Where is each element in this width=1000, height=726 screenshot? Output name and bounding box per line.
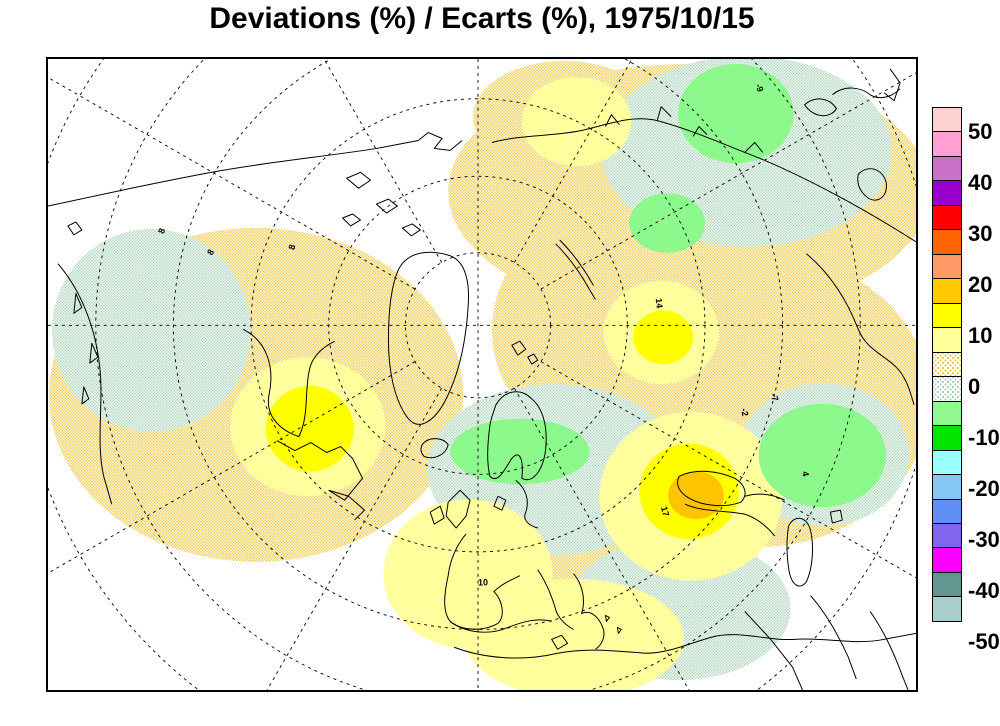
colorbar-tick-label: 20	[968, 272, 993, 298]
colorbar-swatch	[932, 229, 962, 255]
map-title: Deviations (%) / Ecarts (%), 1975/10/15	[209, 2, 755, 35]
colorbar-legend: 50 40 30 20 10 0 -10 -20 -30 -40 -50	[932, 107, 1000, 667]
colorbar-tick-label: 10	[968, 323, 993, 349]
anomaly-regions	[48, 59, 916, 690]
contour-label: 14	[654, 298, 665, 309]
colorbar-swatch	[932, 400, 962, 427]
colorbar-swatch	[932, 547, 962, 573]
anomaly-region	[265, 385, 354, 472]
contour-label: -2	[739, 407, 750, 417]
colorbar-swatch	[932, 204, 962, 231]
anomaly-region	[51, 228, 252, 432]
contour-label: 8	[205, 248, 216, 257]
coastlines	[48, 68, 916, 690]
colorbar-swatch	[932, 253, 962, 280]
colorbar-tick-label: -40	[968, 578, 1000, 604]
colorbar-swatch	[932, 522, 962, 549]
colorbar-swatch	[932, 302, 962, 329]
colorbar-swatch	[932, 107, 962, 133]
contour-label: 10	[478, 578, 488, 588]
colorbar-swatch	[932, 327, 962, 353]
contour-label: 8	[156, 227, 167, 235]
colorbar-swatch	[932, 449, 962, 476]
colorbar-swatch	[932, 351, 962, 378]
contour-label: -7	[769, 392, 781, 402]
anomaly-region	[633, 310, 694, 365]
colorbar-swatch	[932, 474, 962, 500]
colorbar-swatch	[932, 571, 962, 598]
map-frame: 8 8 8 -9 14 -7 -2 17 10 4	[46, 57, 918, 692]
colorbar-swatch	[932, 278, 962, 304]
contour-label: 8	[286, 243, 297, 250]
contour-label: 4	[800, 471, 811, 478]
colorbar-tick-label: 0	[968, 374, 981, 400]
colorbar-tick-label: 30	[968, 221, 993, 247]
colorbar-tick-label: -50	[968, 629, 1000, 655]
contour-labels: 8 8 8 -9 14 -7 -2 17 10 4	[156, 82, 811, 587]
colorbar-tick-label: 50	[968, 119, 993, 145]
graticule	[48, 59, 916, 690]
colorbar-swatch	[932, 498, 962, 524]
colorbar-swatch	[932, 376, 962, 402]
anomaly-region	[629, 193, 705, 253]
anomaly-region	[668, 471, 724, 520]
colorbar-swatch	[932, 180, 962, 206]
colorbar-swatch	[932, 596, 962, 622]
contour-label: 17	[659, 505, 671, 517]
colorbar-swatch	[932, 155, 962, 182]
deviation-map: 8 8 8 -9 14 -7 -2 17 10 4	[48, 59, 916, 690]
anomaly-region	[450, 418, 590, 485]
colorbar-tick-label: -20	[968, 476, 1000, 502]
contour-label: -9	[753, 82, 765, 93]
colorbar-swatch-column	[932, 107, 962, 622]
anomaly-region	[678, 63, 794, 164]
colorbar-swatch	[932, 131, 962, 157]
colorbar-tick-label: -10	[968, 425, 1000, 451]
colorbar-swatch	[932, 425, 962, 451]
anomaly-region	[465, 578, 685, 690]
colorbar-tick-label: 40	[968, 170, 993, 196]
colorbar-tick-label: -30	[968, 527, 1000, 553]
anomaly-region	[758, 403, 887, 508]
